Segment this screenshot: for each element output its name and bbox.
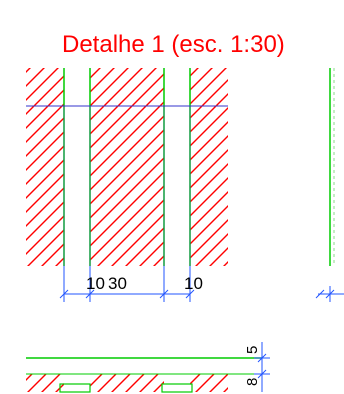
tick-mark	[159, 289, 169, 299]
hatched-wall-left	[26, 68, 64, 266]
dimension-label: 10	[86, 274, 105, 293]
hatched-wall-right	[190, 68, 228, 266]
tick-mark	[185, 289, 195, 299]
dimension-label: 30	[108, 274, 127, 293]
detail-title: Detalhe 1 (esc. 1:30)	[62, 31, 285, 58]
hatched-strip	[26, 374, 64, 392]
tick-mark	[85, 289, 95, 299]
tick-mark	[59, 289, 69, 299]
joint-insert	[161, 383, 193, 393]
dimension-label: 10	[184, 274, 203, 293]
tick-mark	[257, 369, 267, 379]
tick-mark	[315, 289, 325, 299]
hatched-strip	[190, 374, 228, 392]
wall-section	[26, 68, 228, 266]
joint-insert	[59, 383, 91, 393]
plan-detail: 5 8	[26, 342, 270, 393]
dimension-label: 5	[244, 346, 261, 354]
dimension-label: 8	[244, 378, 261, 386]
side-elevation-partial	[315, 68, 344, 302]
hatched-strip	[90, 374, 164, 392]
tick-mark	[325, 289, 335, 299]
dimension-chain-bottom: 10 30 10	[59, 266, 203, 302]
hatched-wall-center	[90, 68, 164, 266]
tick-mark	[257, 353, 267, 363]
